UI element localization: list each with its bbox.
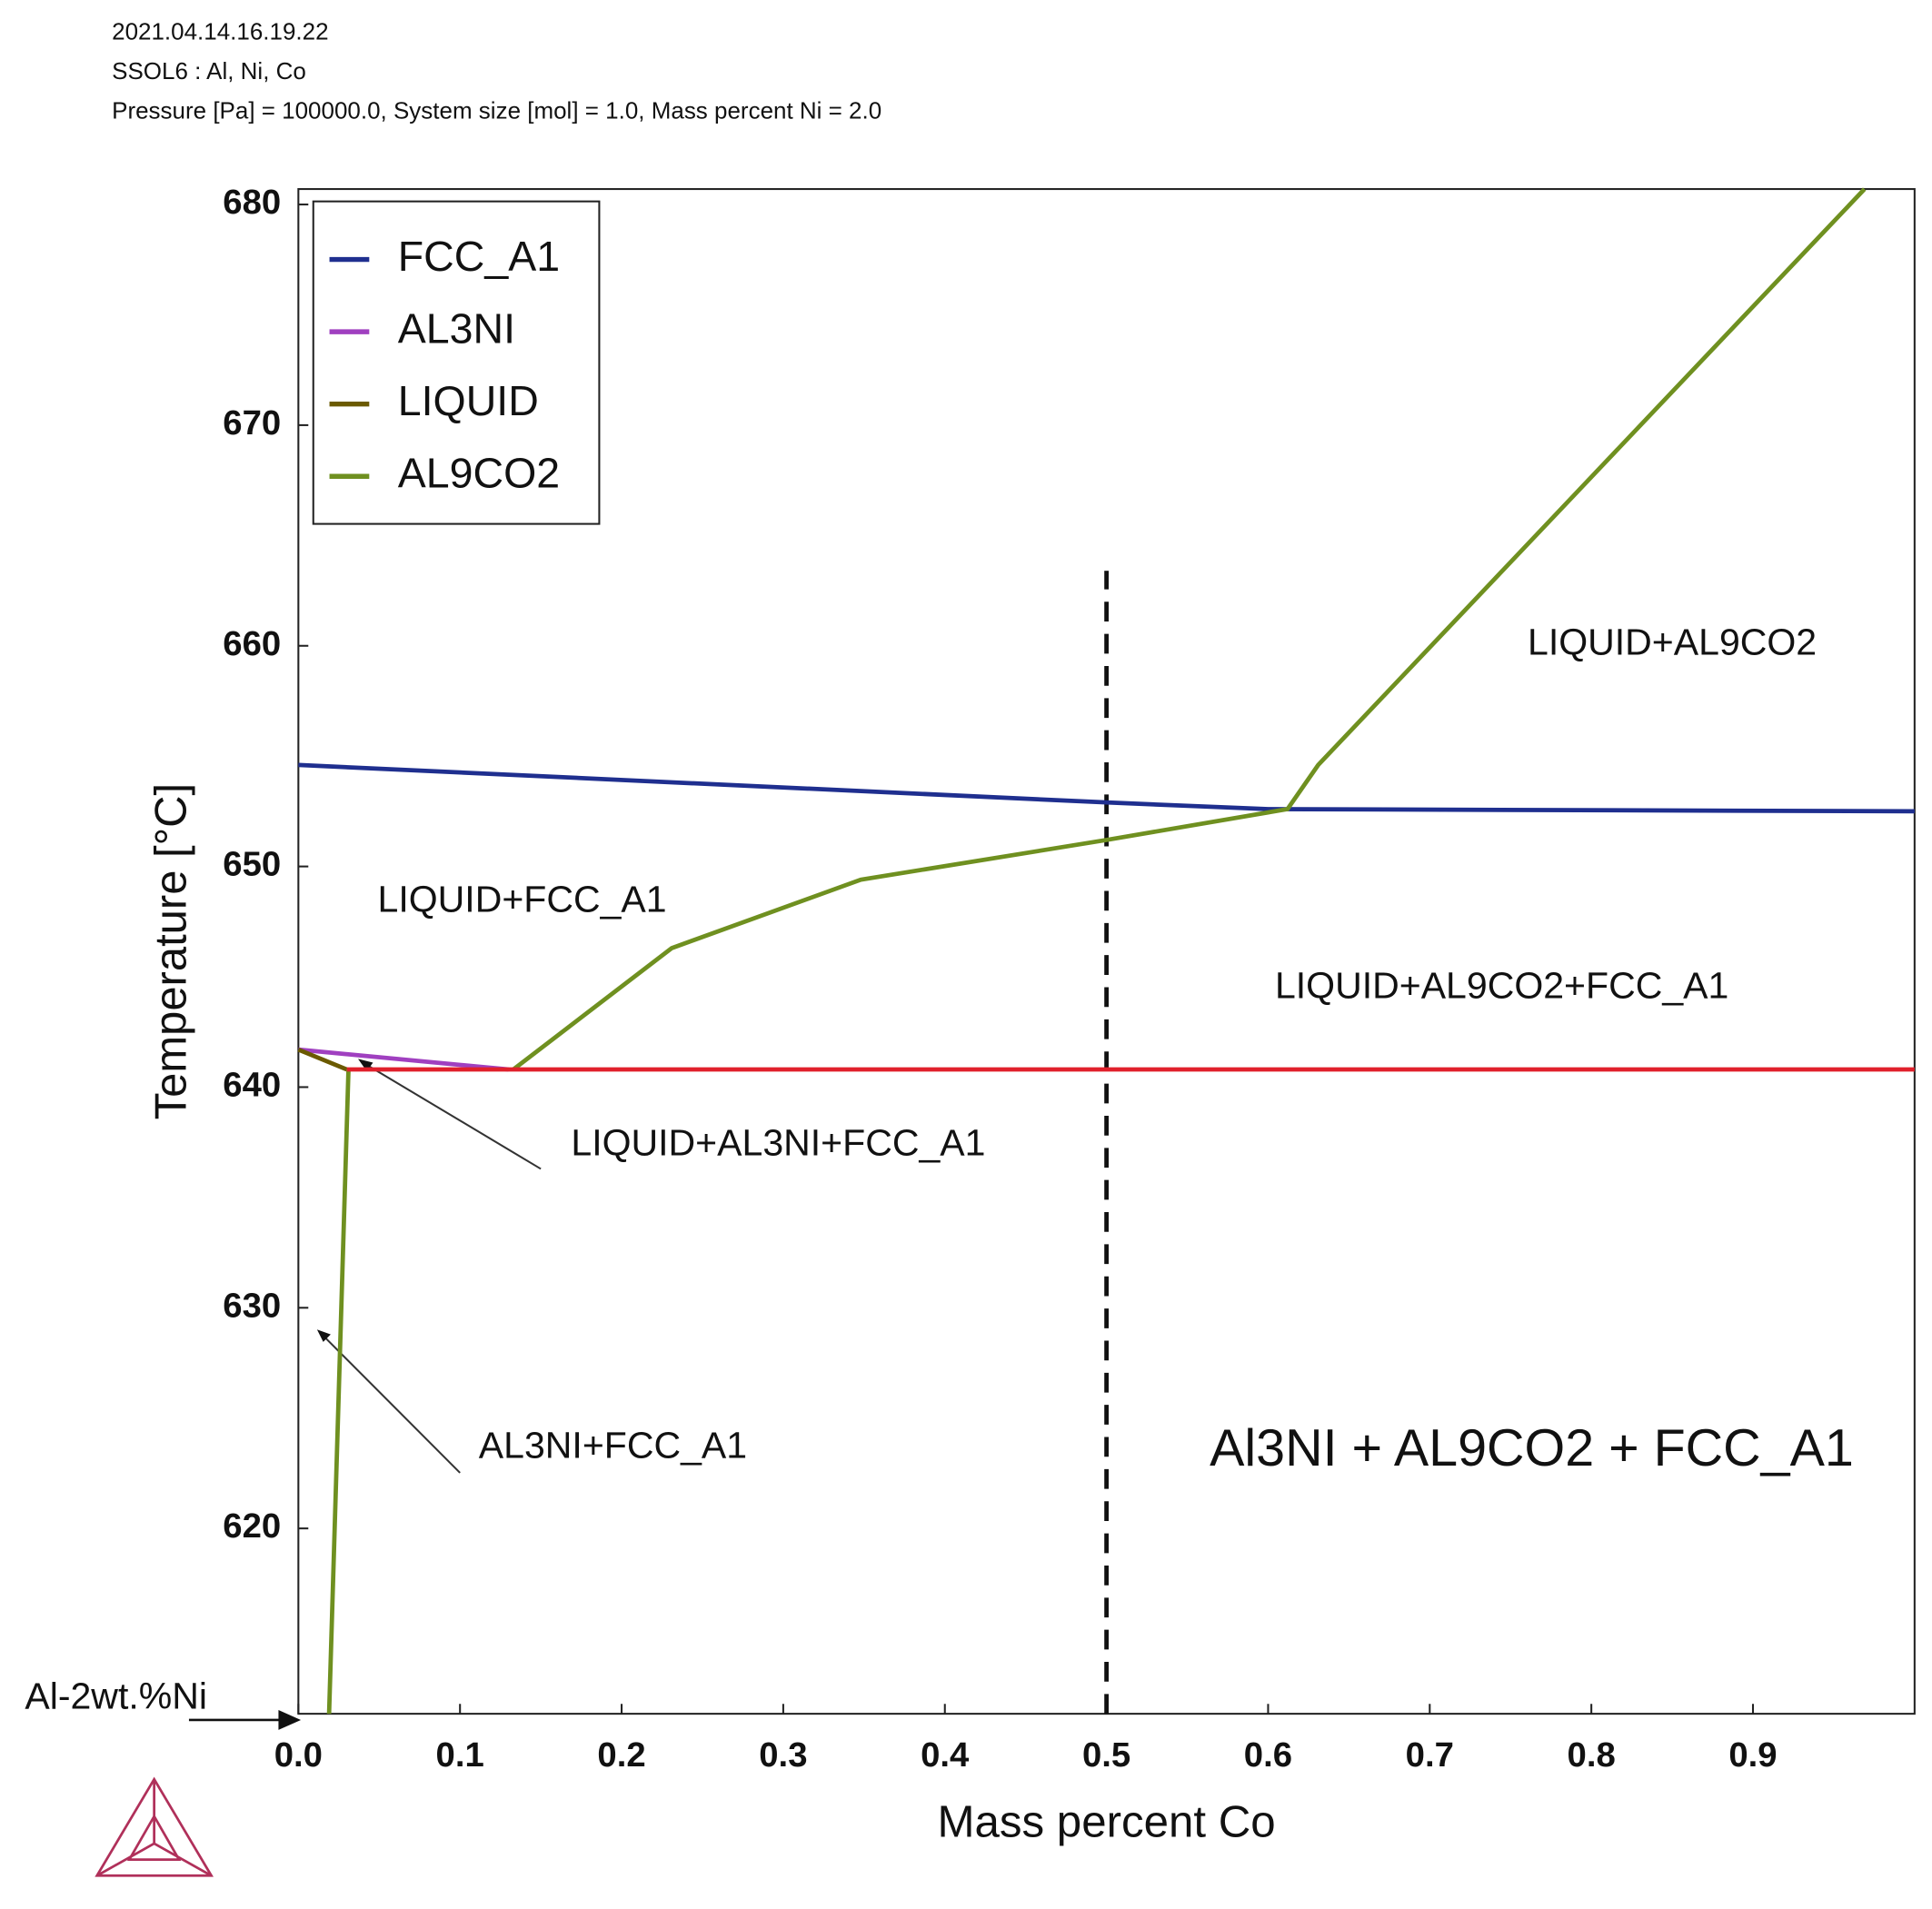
arrow-head bbox=[316, 1329, 331, 1342]
x-tick-label: 0.1 bbox=[436, 1735, 484, 1775]
arrow-head bbox=[358, 1059, 373, 1072]
y-tick-label: 620 bbox=[223, 1506, 281, 1546]
header-line: SSOL6 : Al, Ni, Co bbox=[112, 59, 306, 85]
x-tick-label: 0.2 bbox=[597, 1735, 645, 1775]
annotation: LIQUID+AL9CO2 bbox=[1528, 621, 1817, 663]
legend-label: LIQUID bbox=[398, 377, 539, 424]
y-tick-label: 670 bbox=[223, 403, 281, 442]
y-tick-label: 650 bbox=[223, 845, 281, 884]
x-tick-label: 0.4 bbox=[921, 1735, 970, 1775]
annotation: AL3NI+FCC_A1 bbox=[479, 1425, 747, 1467]
x-tick-label: 0.7 bbox=[1406, 1735, 1454, 1775]
annotation: Al-2wt.%Ni bbox=[25, 1675, 207, 1717]
y-tick-label: 680 bbox=[223, 183, 281, 222]
annotation: LIQUID+AL9CO2+FCC_A1 bbox=[1275, 965, 1728, 1007]
legend-label: AL9CO2 bbox=[398, 450, 560, 497]
header-line: 2021.04.14.16.19.22 bbox=[112, 20, 328, 45]
x-axis-title: Mass percent Co bbox=[937, 1798, 1275, 1847]
y-tick-label: 630 bbox=[223, 1286, 281, 1325]
series-line bbox=[297, 1047, 348, 1072]
legend-label: AL3NI bbox=[398, 304, 515, 352]
legend bbox=[312, 200, 601, 525]
x-tick-label: 0.8 bbox=[1568, 1735, 1616, 1775]
logo bbox=[95, 1776, 214, 1877]
series-line bbox=[298, 1047, 509, 1072]
series-line bbox=[326, 187, 1867, 1715]
y-axis-title: Temperature [°C] bbox=[146, 783, 195, 1119]
y-tick-label: 640 bbox=[223, 1066, 281, 1105]
annotation: Al3NI + AL9CO2 + FCC_A1 bbox=[1210, 1419, 1854, 1477]
arrow-head bbox=[278, 1710, 302, 1730]
annotation: LIQUID+FCC_A1 bbox=[378, 879, 667, 920]
header-line: Pressure [Pa] = 100000.0, System size [m… bbox=[112, 99, 881, 124]
x-tick-label: 0.0 bbox=[274, 1735, 323, 1775]
x-tick-label: 0.6 bbox=[1244, 1735, 1292, 1775]
series-line bbox=[298, 762, 1915, 814]
x-tick-label: 0.5 bbox=[1082, 1735, 1130, 1775]
annotation: LIQUID+AL3NI+FCC_A1 bbox=[571, 1121, 985, 1163]
x-tick-label: 0.3 bbox=[759, 1735, 807, 1775]
arrow bbox=[362, 1061, 542, 1170]
y-tick-label: 660 bbox=[223, 624, 281, 663]
x-tick-label: 0.9 bbox=[1728, 1735, 1777, 1775]
arrow bbox=[321, 1333, 461, 1474]
legend-label: FCC_A1 bbox=[398, 233, 560, 280]
